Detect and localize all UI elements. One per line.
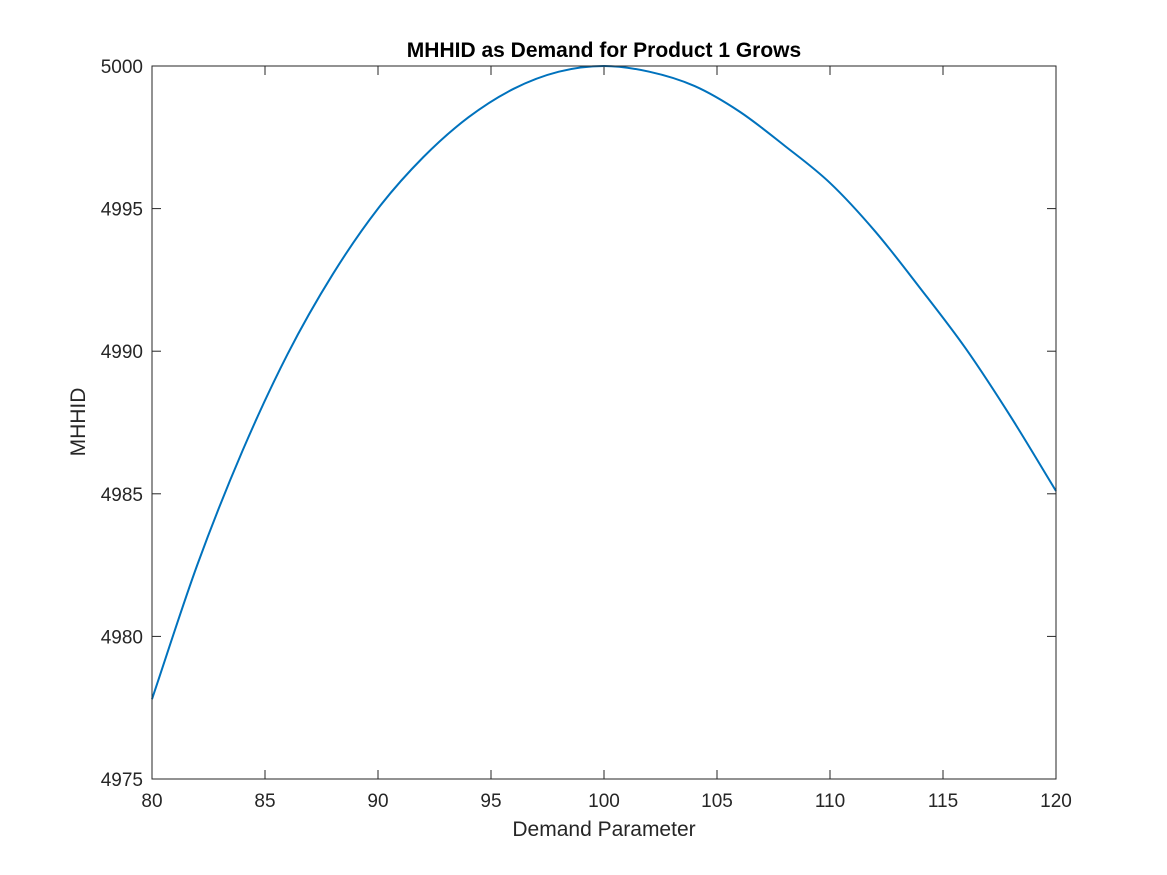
x-tick-label: 80 bbox=[141, 791, 162, 812]
y-tick-label: 4990 bbox=[101, 342, 143, 363]
x-tick-label: 110 bbox=[815, 791, 845, 812]
y-tick-labels: 4975 4980 4985 4990 4995 5000 bbox=[101, 57, 143, 791]
y-tick-label: 4985 bbox=[101, 485, 143, 506]
x-tick-label: 105 bbox=[701, 791, 733, 812]
x-tick-labels: 80 85 90 95 100 105 110 115 120 bbox=[141, 791, 1071, 812]
x-tick-label: 115 bbox=[928, 791, 958, 812]
x-tick-label: 100 bbox=[588, 791, 620, 812]
chart-title: MHHID as Demand for Product 1 Grows bbox=[407, 39, 801, 62]
plot-area bbox=[152, 66, 1056, 779]
axes-box bbox=[151, 65, 1057, 780]
x-tick-label: 120 bbox=[1040, 791, 1072, 812]
x-tick-label: 85 bbox=[254, 791, 275, 812]
y-tick-label: 4975 bbox=[101, 770, 143, 791]
y-tick-label: 4995 bbox=[101, 200, 143, 221]
x-tick-label: 95 bbox=[480, 791, 501, 812]
y-tick-label: 5000 bbox=[101, 57, 143, 78]
y-axis-label: MHHID bbox=[67, 388, 90, 457]
series-line bbox=[151, 65, 1057, 700]
x-tick-label: 90 bbox=[367, 791, 388, 812]
y-tick-label: 4980 bbox=[101, 627, 143, 648]
series-group bbox=[151, 65, 1057, 700]
x-axis-label: Demand Parameter bbox=[512, 818, 695, 841]
